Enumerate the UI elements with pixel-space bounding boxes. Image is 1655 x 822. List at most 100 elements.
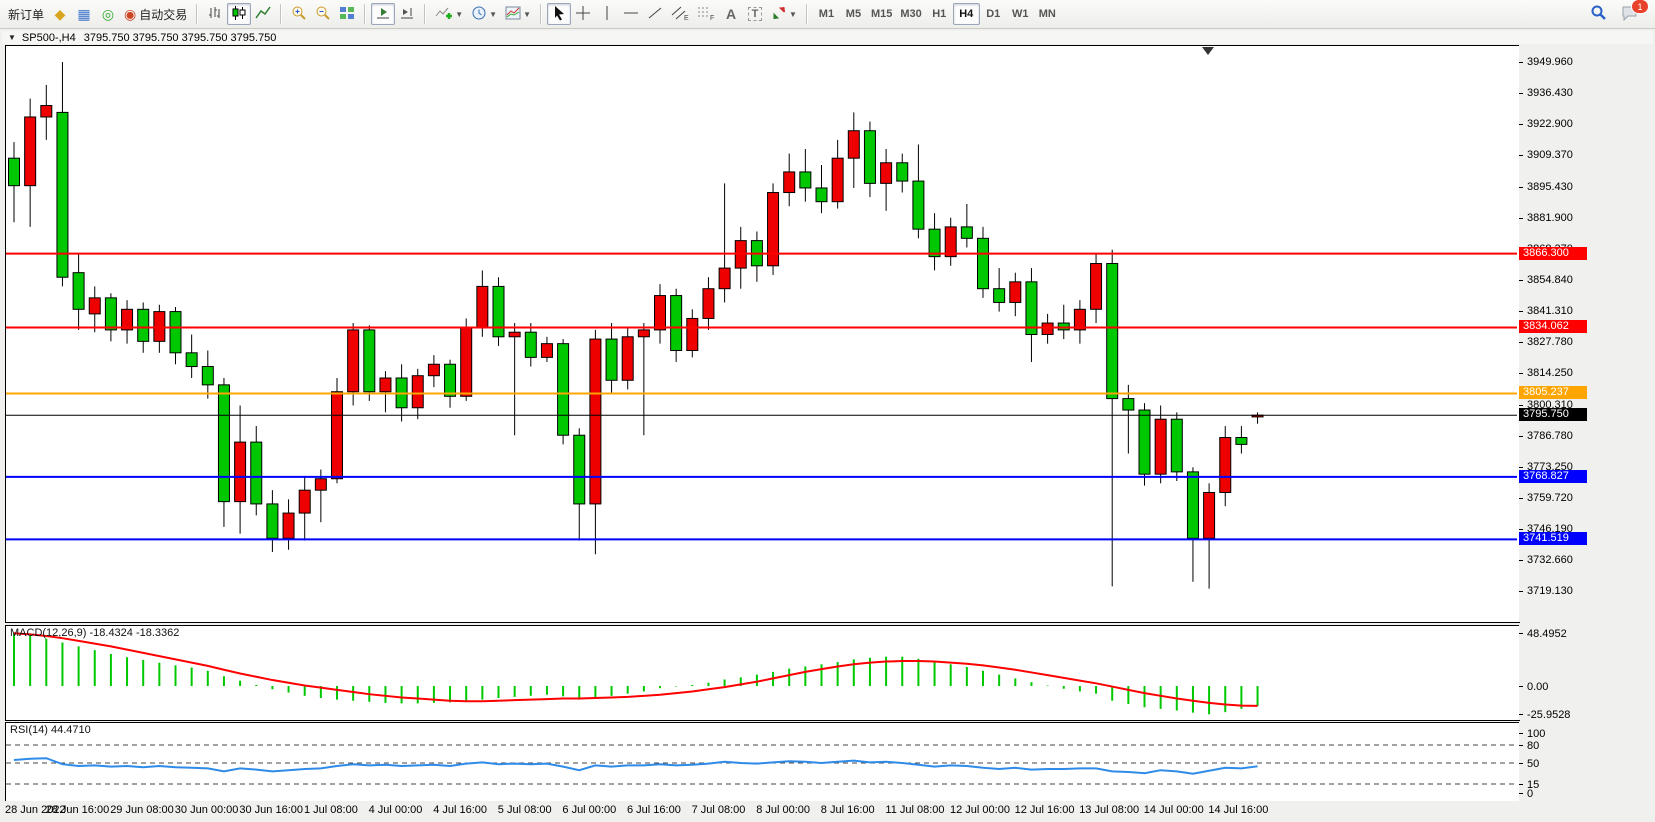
candle-body [573,434,586,505]
zoom-out-button[interactable] [311,3,335,25]
clock-icon [471,5,487,24]
trendline-tool-button[interactable] [643,3,667,25]
signals-button[interactable]: ◎ [96,3,120,25]
horizontal-line-icon [623,5,639,24]
candle-body [314,478,327,491]
candle-body [234,441,247,503]
candle-body [896,162,909,182]
price-chart-pane[interactable] [5,45,1520,623]
timeframe-button-mn[interactable]: MN [1038,8,1056,20]
crosshair-tool-button[interactable] [571,3,595,25]
notifications-button[interactable]: 1 [1617,0,1649,25]
channel-tool-button[interactable]: E [667,3,693,25]
candle-body [169,311,182,354]
rsi-chart[interactable] [6,723,1517,800]
macd-axis-label: 0.00 [1527,681,1549,694]
price-tick-label: 3732.660 [1527,553,1573,566]
time-axis-label: 1 Jul 08:00 [304,804,358,816]
timeframe-button-m30[interactable]: M30 [900,8,922,20]
candle-body [8,157,20,187]
rsi-tick-mark [1519,745,1523,746]
macd-chart[interactable] [6,626,1517,718]
price-tick-mark [1519,93,1523,95]
cursor-icon [551,5,567,24]
time-axis-label: 8 Jul 16:00 [820,804,875,816]
zoom-in-icon [291,5,307,24]
candle-body [993,288,1006,303]
candle-body [282,512,295,539]
macd-axis[interactable]: 48.4952 0.00 -25.9528 [1519,625,1655,721]
price-tick-label: 3773.250 [1527,460,1573,473]
autotrade-button[interactable]: ◉ 自动交易 [120,3,191,25]
text-label-tool-button[interactable]: T [743,3,767,25]
candlestick-chart-button[interactable] [227,3,252,25]
text-tool-button[interactable]: A [719,3,743,25]
price-tick-mark [1519,310,1523,312]
timeframe-button-m1[interactable]: M1 [818,8,835,20]
time-axis-label: 6 Jul 16:00 [627,804,681,816]
zoom-in-button[interactable] [287,3,311,25]
time-axis[interactable]: 28 Jun 2022 28 Jun 16:00 29 Jun 08:00 30 Ju… [5,801,1655,820]
rsi-axis-label: 100 [1527,728,1546,740]
candle-body [121,308,134,331]
arrows-tool-button[interactable]: ▼ [767,3,801,25]
rsi-pane[interactable]: RSI(14) 44.4710 [5,722,1520,803]
price-tick-mark [1519,435,1523,437]
time-axis-label: 28 Jun 16:00 [45,804,110,816]
macd-values: -18.4324 -18.3362 [89,627,180,639]
horizontal-line-tool-button[interactable] [619,3,643,25]
periods-button[interactable]: ▼ [467,3,501,25]
candle-body [492,285,505,338]
bar-chart-button[interactable] [203,3,227,25]
candle-body [1090,263,1103,310]
candle-body [363,329,376,393]
price-tick-mark [1519,372,1523,374]
fibonacci-icon: F [697,5,715,24]
rsi-line [13,757,1258,775]
time-axis-label: 5 Jul 08:00 [497,804,552,816]
candle-body [24,116,37,187]
price-tick-mark [1519,62,1523,64]
paint-tool-button[interactable]: ◆ [48,3,72,25]
equidistant-channel-icon: E [671,5,689,24]
price-axis[interactable]: 3949.960 3936.430 3922.900 3909.370 3895.430… [1519,45,1655,622]
autoscroll-button[interactable] [371,3,396,25]
templates-button[interactable]: ▼ [501,3,535,25]
candle-body [912,180,925,230]
chart-title-bar[interactable]: ▼ SP500-,H4 3795.750 3795.750 3795.750 3… [2,31,1653,44]
macd-pane[interactable]: MACD(12,26,9) -18.4324 -18.3362 [5,625,1520,721]
vertical-line-tool-button[interactable] [595,3,619,25]
new-chart-button[interactable]: ▦ [72,3,96,25]
candlestick-chart[interactable] [6,46,1517,620]
tile-windows-button[interactable] [335,3,359,25]
current-price-label: 3795.750 [1519,408,1587,422]
search-button[interactable] [1586,3,1611,25]
indicators-icon [435,5,453,24]
timeframe-button-h1[interactable]: H1 [932,8,947,20]
indicators-button[interactable]: ▼ [431,3,467,25]
candle-body [702,288,715,319]
time-axis-label: 4 Jul 00:00 [368,804,423,816]
price-tick-mark [1519,559,1523,561]
toolbar-right-group: 1 [1586,0,1649,25]
timeframe-button-m15[interactable]: M15 [870,8,893,20]
candle-body [670,295,683,352]
price-tick-mark [1519,341,1523,343]
fibonacci-tool-button[interactable]: F [693,3,719,25]
rsi-axis[interactable]: 100 80 50 15 0 [1519,722,1655,802]
time-axis-label: 28 Jun 2022 [5,804,66,816]
timeframe-button-d1[interactable]: D1 [986,8,1001,20]
new-order-button[interactable]: 新订单 [4,3,48,25]
candle-body [880,162,893,184]
timeframe-button-m5[interactable]: M5 [845,8,862,20]
timeframe-button-w1[interactable]: W1 [1012,8,1029,20]
window-menu-icon[interactable]: ▼ [8,33,16,42]
candle-body [960,226,973,239]
time-axis-label: 30 Jun 16:00 [239,804,304,816]
cursor-tool-button[interactable] [547,3,572,25]
timeframe-button-h4[interactable]: H4 [952,3,980,25]
chart-shift-button[interactable] [395,3,419,25]
vertical-line-icon [599,5,615,24]
line-chart-button[interactable] [251,3,275,25]
